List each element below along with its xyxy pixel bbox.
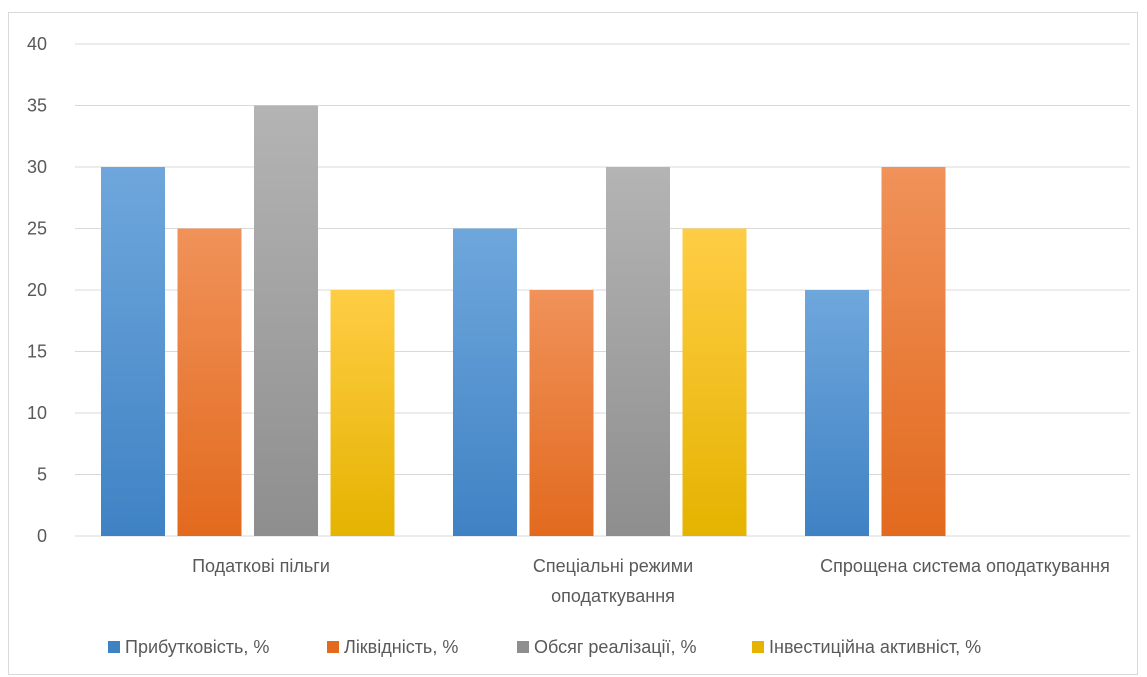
y-tick-label-40: 40 xyxy=(27,34,47,54)
bar-series-3-category-1 xyxy=(682,228,747,536)
bars xyxy=(101,105,946,536)
y-tick-label-20: 20 xyxy=(27,280,47,300)
legend-swatch-1 xyxy=(327,641,339,653)
y-tick-label-0: 0 xyxy=(37,526,47,546)
bar-series-0-category-1 xyxy=(453,228,517,536)
y-tick-label-30: 30 xyxy=(27,157,47,177)
bar-series-2-category-0 xyxy=(254,105,318,536)
y-tick-label-15: 15 xyxy=(27,342,47,362)
y-tick-label-35: 35 xyxy=(27,96,47,116)
legend-swatch-0 xyxy=(108,641,120,653)
x-axis: Податкові пільги Спеціальні режими оподатк… xyxy=(192,556,1110,606)
legend-label-1: Ліквідність, % xyxy=(344,637,458,657)
legend-label-3: Інвестиційна активніст, % xyxy=(769,637,981,657)
y-tick-label-25: 25 xyxy=(27,219,47,239)
legend-swatch-3 xyxy=(752,641,764,653)
bar-series-2-category-1 xyxy=(606,167,670,536)
legend: Прибутковість, % Ліквідність, % Обсяг реал… xyxy=(108,637,981,657)
category-label-2-line-0: Спрощена система оподаткування xyxy=(820,556,1110,576)
bar-series-1-category-0 xyxy=(177,228,242,536)
category-label-1-line-0: Спеціальні режими xyxy=(533,556,693,576)
legend-swatch-2 xyxy=(517,641,529,653)
gridlines xyxy=(75,43,1130,537)
bar-series-0-category-0 xyxy=(101,167,165,536)
y-tick-label-10: 10 xyxy=(27,403,47,423)
bar-series-0-category-2 xyxy=(805,290,869,536)
category-label-0-line-0: Податкові пільги xyxy=(192,556,330,576)
bar-series-1-category-2 xyxy=(881,167,946,536)
y-tick-label-5: 5 xyxy=(37,465,47,485)
bar-series-3-category-0 xyxy=(330,290,395,536)
category-label-1-line-1: оподаткування xyxy=(551,586,675,606)
legend-label-2: Обсяг реалізації, % xyxy=(534,637,697,657)
legend-label-0: Прибутковість, % xyxy=(125,637,269,657)
bar-series-1-category-1 xyxy=(529,290,594,536)
y-axis: 0 5 10 15 20 25 30 35 40 xyxy=(27,34,47,546)
